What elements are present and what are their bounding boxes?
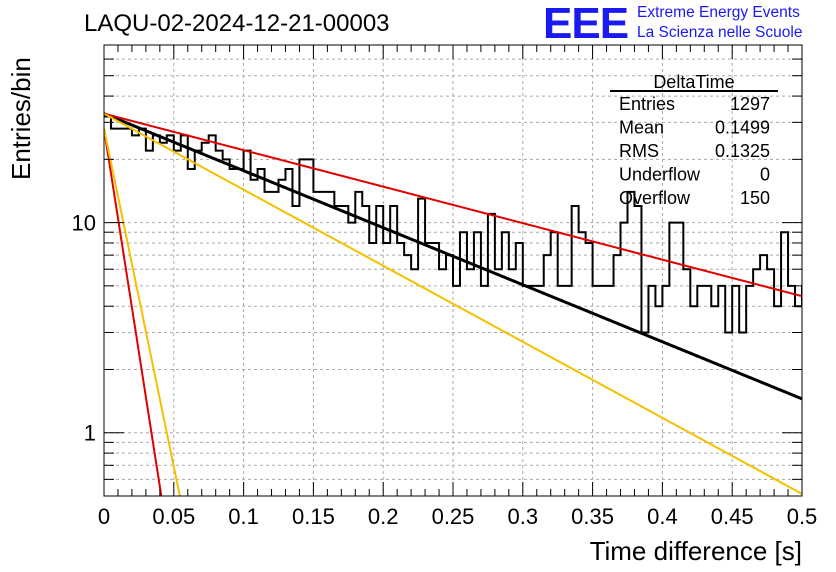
x-tick-labels: 0 0.05 0.1 0.15 0.2 0.25 0.3 0.35 0.4 0.45 0.5 [98,504,817,529]
x-tick-label: 0.15 [292,504,335,529]
histogram-outline [104,115,802,334]
x-tick-label: 0 [98,504,110,529]
logo-caption-line2: La Scienza nelle Scuole [637,24,803,41]
stats-value: 0 [760,165,770,185]
stats-label: Entries [619,94,675,114]
stats-label: Underflow [619,165,701,185]
stats-label: Overflow [619,188,691,208]
stats-box: DeltaTime Entries 1297 Mean 0.1499 RMS 0.1325… [610,72,778,208]
fit-curve [104,112,802,495]
fit-curves [104,112,802,496]
x-tick-label: 0.1 [228,504,259,529]
fit-curve [104,128,181,496]
stats-value: 0.1325 [715,141,770,161]
logo-caption: Extreme Energy Events La Scienza nelle S… [637,3,802,43]
y-axis-title: Entries/bin [6,57,36,180]
eee-logo: EEE [543,0,629,48]
y-tick-label: 10 [72,211,96,236]
stats-value: 150 [740,188,770,208]
x-tick-label: 0.2 [368,504,399,529]
stats-label: Mean [619,118,664,138]
x-tick-label: 0.4 [647,504,678,529]
x-tick-label: 0.5 [787,504,818,529]
x-tick-label: 0.3 [508,504,539,529]
stats-label: RMS [619,141,659,161]
x-tick-label: 0.25 [432,504,475,529]
stats-value: 0.1499 [715,118,770,138]
x-axis-title: Time difference [s] [590,536,802,566]
fit-curve [104,128,163,496]
histogram [104,115,802,334]
logo-caption-line1: Extreme Energy Events [637,4,800,21]
fit-curve [104,112,802,298]
x-tick-label: 0.35 [571,504,614,529]
stats-value: 1297 [730,94,770,114]
grid [104,45,802,496]
axis-ticks [103,45,803,496]
fit-curve [104,112,802,401]
stats-name: DeltaTime [653,72,734,92]
y-tick-label: 1 [84,421,96,446]
y-tick-labels: 1 10 [72,211,96,446]
x-tick-label: 0.05 [152,504,195,529]
x-tick-label: 0.45 [711,504,754,529]
plot-title: LAQU-02-2024-12-21-00003 [84,10,390,37]
